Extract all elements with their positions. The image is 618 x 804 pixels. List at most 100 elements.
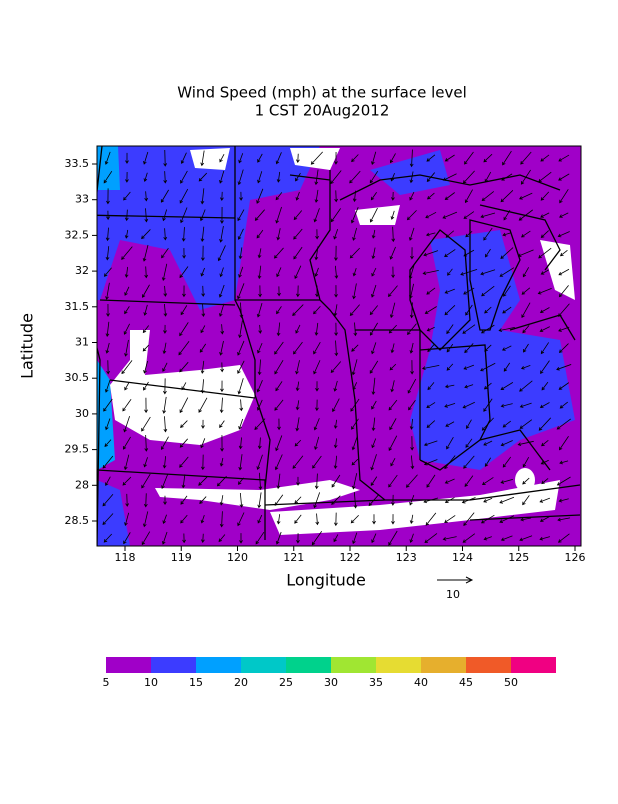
wind-arrow	[237, 283, 245, 300]
wind-arrow	[523, 343, 529, 353]
wind-arrow	[463, 249, 475, 257]
wind-arrow	[237, 378, 244, 395]
wind-arrow	[465, 304, 473, 316]
wind-arrow	[410, 360, 414, 375]
wind-arrow	[460, 269, 478, 276]
wind-arrow	[314, 473, 319, 490]
wind-arrow	[161, 263, 168, 281]
wind-arrow	[559, 189, 569, 204]
wind-arrow	[296, 533, 300, 544]
wind-arrow	[105, 246, 110, 261]
wind-arrow	[369, 305, 379, 316]
wind-arrow	[104, 151, 111, 165]
legend-swatch	[286, 657, 331, 673]
wind-arrow	[540, 191, 550, 201]
wind-arrow	[541, 478, 549, 485]
wind-arrow	[370, 191, 377, 201]
wind-arrow	[275, 152, 282, 165]
wind-arrow	[142, 344, 150, 352]
x-tick-label: 121	[283, 551, 304, 564]
wind-arrow	[257, 492, 262, 509]
wind-arrow	[520, 230, 531, 238]
wind-arrow	[421, 365, 440, 371]
wind-arrow	[370, 454, 377, 471]
wind-arrow	[276, 267, 282, 278]
legend-swatch	[376, 657, 421, 673]
wind-arrow	[274, 360, 284, 375]
wind-arrow	[442, 536, 457, 541]
wind-arrow	[124, 512, 130, 526]
wind-arrow	[257, 342, 263, 354]
wind-arrow	[389, 363, 397, 371]
wind-arrow	[500, 190, 514, 203]
wind-arrow	[311, 531, 323, 546]
wind-arrow	[426, 172, 435, 183]
wind-arrow	[407, 323, 417, 335]
wind-arrow	[256, 229, 264, 239]
wind-arrow	[220, 206, 224, 224]
wind-arrow	[201, 419, 205, 429]
wind-arrow	[540, 212, 550, 218]
wind-arrow	[315, 399, 319, 412]
wind-arrow	[200, 533, 205, 543]
wind-arrow	[390, 380, 395, 393]
wind-arrow	[180, 495, 188, 505]
wind-arrow	[239, 191, 243, 201]
wind-arrow	[388, 530, 398, 546]
wind-arrow	[333, 512, 338, 527]
wind-arrow	[408, 227, 415, 241]
wind-arrow	[180, 420, 188, 428]
wind-arrow	[461, 497, 476, 504]
wind-arrow	[463, 364, 475, 370]
wind-arrow	[295, 360, 300, 375]
wind-arrow	[179, 266, 189, 279]
wind-arrow	[446, 343, 454, 353]
wind-arrow	[427, 382, 435, 391]
wind-arrow	[427, 344, 435, 353]
wind-arrow	[256, 380, 263, 393]
wind-arrow	[257, 359, 262, 376]
wind-arrow	[409, 171, 414, 184]
wind-arrow	[388, 399, 398, 411]
wind-arrow	[314, 436, 320, 450]
wind-arrow	[539, 497, 551, 503]
wind-arrow	[106, 210, 110, 221]
wind-arrow	[276, 473, 281, 490]
wind-arrow	[352, 382, 358, 391]
wind-arrow	[216, 475, 227, 487]
wind-arrow	[519, 402, 532, 408]
wind-arrow	[557, 517, 571, 522]
wind-arrow	[102, 513, 114, 526]
wind-arrow	[350, 398, 360, 412]
wind-arrow	[313, 208, 320, 223]
wind-arrow	[256, 303, 263, 318]
wind-arrow	[480, 269, 496, 276]
x-ticks: 118 119 120 121 122 123 124 125 126	[115, 546, 586, 564]
wind-arrow	[123, 454, 130, 471]
wind-arrow	[558, 173, 570, 181]
wind-arrow	[295, 381, 300, 392]
wind-arrow	[464, 151, 474, 165]
wind-arrow	[391, 266, 395, 279]
legend-label: 35	[369, 676, 383, 689]
wind-arrow	[122, 398, 132, 412]
wind-arrow	[518, 209, 533, 221]
legend-label: 5	[103, 676, 110, 689]
wind-arrow	[257, 248, 262, 259]
wind-arrow	[199, 343, 207, 353]
wind-arrow	[178, 341, 190, 356]
wind-arrow	[220, 380, 224, 393]
wind-arrow	[462, 401, 475, 409]
wind-arrow	[539, 402, 550, 409]
y-tick-label: 29.5	[65, 443, 90, 456]
wind-arrow	[389, 418, 397, 431]
wind-arrow	[423, 497, 439, 504]
wind-arrow	[102, 493, 114, 507]
wind-arrow	[276, 322, 281, 337]
wind-arrow	[445, 230, 455, 238]
wind-arrow	[295, 417, 300, 432]
wind-arrow	[483, 497, 493, 503]
wind-arrow	[540, 269, 549, 275]
wind-arrow	[349, 247, 360, 259]
wind-arrow	[237, 209, 245, 222]
